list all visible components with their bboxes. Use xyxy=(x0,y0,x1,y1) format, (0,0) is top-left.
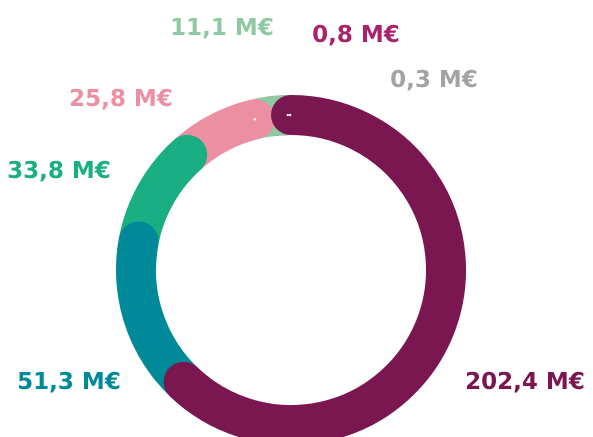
slice-separator xyxy=(286,113,289,117)
slice-label-0-8: 0,8 M€ xyxy=(312,22,400,48)
donut-ring xyxy=(116,95,466,437)
slice-label-11-1: 11,1 M€ xyxy=(170,15,274,41)
slice-label-0-3: 0,3 M€ xyxy=(390,67,478,93)
slice-separator xyxy=(253,118,257,121)
slice-label-51-3: 51,3 M€ xyxy=(17,369,121,395)
donut-slice-202-4 xyxy=(163,95,466,437)
value-labels: 202,4 M€ 51,3 M€ 33,8 M€ 25,8 M€ 11,1 M€… xyxy=(7,15,585,395)
slice-label-25-8: 25,8 M€ xyxy=(69,86,173,112)
slice-label-33-8: 33,8 M€ xyxy=(7,158,111,184)
slice-separator xyxy=(288,113,292,117)
slice-label-202-4: 202,4 M€ xyxy=(465,369,585,395)
